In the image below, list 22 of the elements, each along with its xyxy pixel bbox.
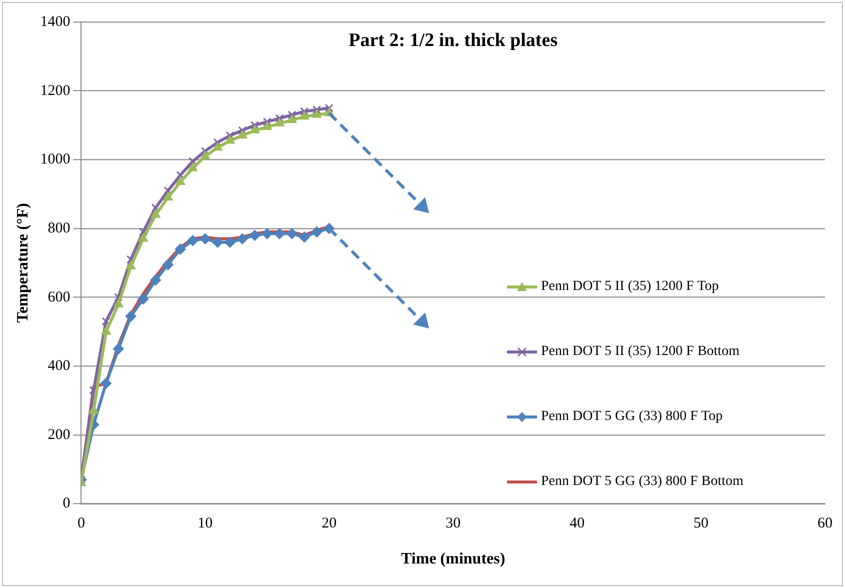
x-tick-label: 40 — [570, 516, 585, 532]
y-tick-label: 1000 — [40, 152, 70, 168]
chart-title: Part 2: 1/2 in. thick plates — [348, 30, 558, 52]
legend-label: Penn DOT 5 GG (33) 800 F Top — [541, 409, 723, 425]
legend-label: Penn DOT 5 GG (33) 800 F Bottom — [541, 474, 744, 490]
legend-label: Penn DOT 5 II (35) 1200 F Top — [541, 279, 719, 295]
y-axis-title: Temperature (°F) — [14, 203, 32, 323]
x-tick-label: 30 — [446, 516, 461, 532]
x-axis-title: Time (minutes) — [401, 550, 506, 568]
legend-label: Penn DOT 5 II (35) 1200 F Bottom — [541, 344, 740, 360]
y-tick-label: 0 — [62, 496, 70, 512]
x-tick-label: 60 — [818, 516, 832, 532]
y-tick-label: 1200 — [40, 82, 70, 99]
x-tick-label: 50 — [694, 516, 709, 532]
y-tick-label: 600 — [48, 289, 70, 306]
y-tick-label: 1400 — [40, 14, 70, 30]
x-tick-label: 10 — [198, 516, 213, 532]
x-tick-label: 0 — [77, 516, 85, 532]
y-tick-label: 200 — [48, 426, 70, 443]
y-tick-label: 400 — [48, 358, 70, 374]
y-tick-label: 800 — [48, 220, 70, 236]
x-tick-label: 20 — [322, 516, 337, 532]
